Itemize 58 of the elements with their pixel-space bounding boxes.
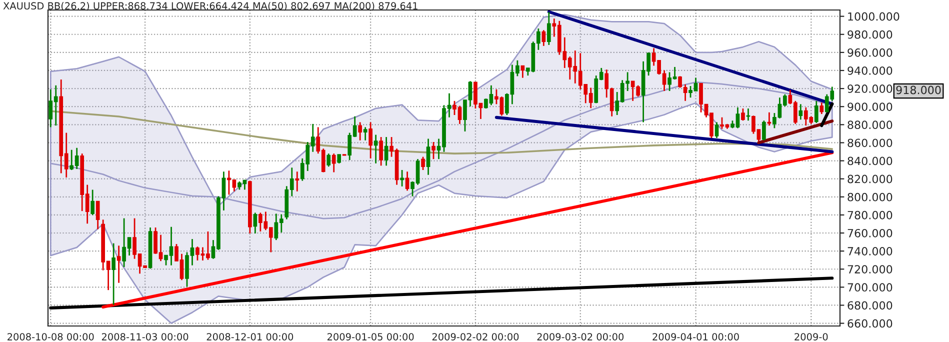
candlestick — [814, 100, 818, 124]
candlestick — [432, 141, 436, 160]
candlestick — [326, 152, 331, 168]
candlestick — [400, 169, 404, 188]
candlestick — [90, 189, 95, 216]
y-tick-label: 860.000 — [848, 138, 892, 148]
y-tick-label: 660.000 — [848, 319, 892, 328]
chart-title: XAUUSD BB(26,2) UPPER:868.734 LOWER:664.424 MA(50) 802.697 MA(200) 879.641 — [3, 2, 418, 11]
y-tick-label: 880.000 — [848, 120, 892, 130]
candlestick — [678, 75, 682, 88]
x-tick-label: 2009-02-02 00:00 — [432, 333, 519, 340]
x-tick-label: 2009-01-05 00:00 — [327, 333, 414, 340]
candlestick — [542, 29, 546, 47]
candlestick — [405, 170, 410, 192]
candlestick — [714, 122, 719, 139]
candlestick — [332, 152, 336, 173]
y-tick-label: 920.000 — [848, 84, 892, 93]
line-series — [50, 82, 833, 220]
x-tick-label: 2009-0 — [794, 333, 828, 340]
y-tick-label: 780.000 — [848, 210, 892, 220]
candlestick — [798, 103, 803, 120]
candlestick — [374, 134, 378, 164]
y-tick-label: 840.000 — [848, 156, 892, 166]
candlestick — [253, 212, 258, 234]
candlestick — [421, 156, 425, 171]
y-tick-label: 680.000 — [848, 301, 892, 310]
y-tick-label: 720.000 — [848, 265, 892, 274]
candlestick — [741, 108, 745, 122]
candlestick — [762, 120, 766, 142]
x-tick-label: 2008-10-08 00:00 — [8, 333, 94, 340]
text: 918.000 — [896, 86, 941, 94]
x-tick-label: 2009-03-02 00:00 — [537, 333, 624, 340]
y-tick-label: 820.000 — [848, 174, 892, 184]
y-tick-label: 800.000 — [848, 192, 892, 202]
candlestick — [368, 122, 372, 160]
candlestick — [820, 102, 824, 115]
candlestick — [683, 84, 688, 102]
candlestick — [112, 242, 116, 306]
candlestick — [384, 136, 388, 166]
y-tick-label: 900.000 — [848, 102, 892, 111]
y-tick-label: 700.000 — [848, 283, 892, 292]
candlestick — [358, 122, 362, 142]
y-tick-label: 760.000 — [848, 228, 892, 238]
y-tick-label: 960.000 — [848, 48, 892, 57]
y-tick-label: 980.000 — [848, 30, 892, 39]
x-tick-label: 2008-12-01 00:00 — [206, 333, 294, 340]
candlestick — [295, 170, 300, 192]
x-tick-label: 2009-04-01 00:00 — [652, 333, 739, 340]
candlestick — [96, 200, 100, 230]
candlestick — [379, 136, 383, 166]
y-tick-label: 940.000 — [848, 66, 892, 75]
candlestick — [363, 126, 368, 142]
candlestick — [546, 11, 551, 46]
y-tick-label: 1000.000 — [848, 12, 900, 21]
x-tick-label: 2008-11-03 00:00 — [102, 333, 188, 340]
candlestick — [426, 138, 430, 176]
y-tick-label: 740.000 — [848, 247, 892, 256]
candlestick — [116, 244, 121, 284]
